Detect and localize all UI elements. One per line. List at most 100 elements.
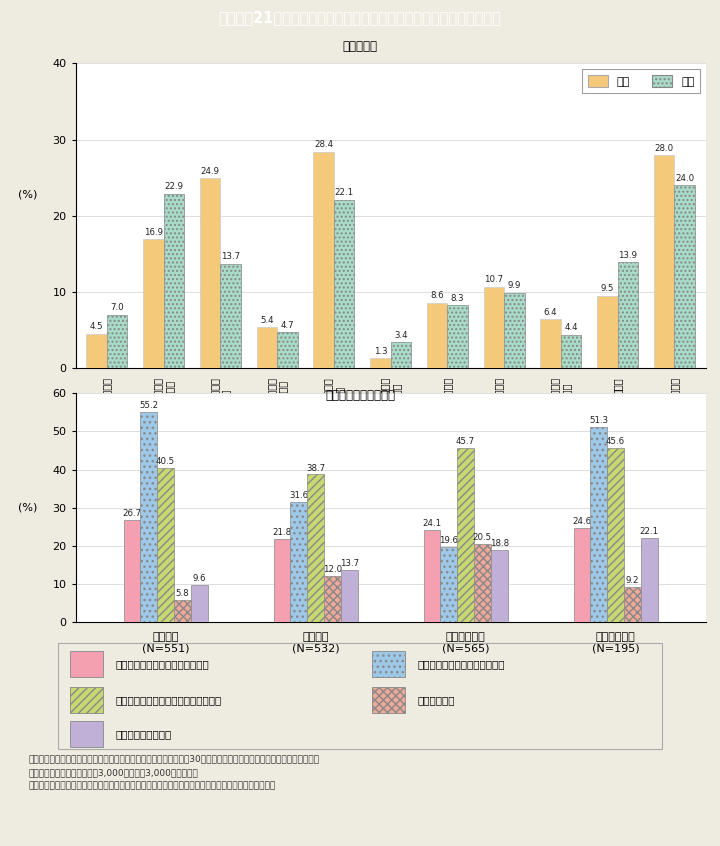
Bar [277,332,297,368]
Text: 40.5: 40.5 [156,457,175,465]
Bar [370,358,390,368]
Text: 4.5: 4.5 [90,322,104,332]
Text: 45.6: 45.6 [606,437,625,447]
Bar [163,194,184,368]
Text: 自分のやりたいことを勉強できること: 自分のやりたいことを勉強できること [115,695,221,705]
Text: 5.8: 5.8 [176,589,189,598]
Text: 就職のための資格が取れること: 就職のための資格が取れること [418,659,505,669]
Text: (%): (%) [18,190,37,200]
Text: 22.1: 22.1 [335,189,354,197]
Text: 16.9: 16.9 [144,228,163,237]
Bar [484,287,504,368]
Text: 22.9: 22.9 [164,183,184,191]
Text: ２．男女別は、女性3,000人、男性3,000人が回答。: ２．男女別は、女性3,000人、男性3,000人が回答。 [29,768,199,777]
Text: 28.0: 28.0 [654,144,674,152]
Text: 55.2: 55.2 [139,401,158,409]
Bar [618,262,638,368]
Bar [70,721,103,747]
Bar [504,293,525,368]
Bar [423,530,441,622]
Bar [675,185,695,368]
Text: 5.4: 5.4 [260,316,274,325]
Bar [334,200,354,368]
Bar [256,327,277,368]
Bar [441,547,457,622]
Text: 21.8: 21.8 [272,528,292,537]
Bar [220,264,240,368]
Bar [590,426,607,622]
Bar [641,538,657,622]
Bar [324,576,341,622]
Text: 31.6: 31.6 [289,491,308,500]
Text: 8.3: 8.3 [451,294,464,303]
Bar [107,315,127,368]
Text: 保護者の経済的負担: 保護者の経済的負担 [115,729,171,739]
Text: ＜女性・最終学歴別＞: ＜女性・最終学歴別＞ [325,389,395,402]
Bar [191,585,207,622]
Text: 28.4: 28.4 [314,140,333,150]
Text: 45.7: 45.7 [456,437,475,446]
Bar [457,448,474,622]
Bar [313,151,334,368]
Text: 24.6: 24.6 [572,517,592,526]
Bar [597,296,618,368]
Bar [200,179,220,368]
Bar [341,569,358,622]
Text: 51.3: 51.3 [589,415,608,425]
Bar [174,600,191,622]
Bar [447,305,468,368]
Bar [427,303,447,368]
Bar [372,651,405,677]
Legend: 女性, 男性: 女性, 男性 [582,69,700,93]
Text: 19.6: 19.6 [439,536,459,546]
Text: （備考）１．「多様な選択を可能にする学びに関する調査」（平成30年度内閣府委託調査・株式会社創建）より作成。: （備考）１．「多様な選択を可能にする学びに関する調査」（平成30年度内閣府委託調… [29,755,320,764]
Bar [624,587,641,622]
Text: Ｉ－特－21図　大学・短期大学・専門学校への進学時に重視したこと: Ｉ－特－21図 大学・短期大学・専門学校への進学時に重視したこと [219,10,501,25]
Text: 20.5: 20.5 [473,533,492,542]
Bar [124,520,140,622]
Text: 4.7: 4.7 [281,321,294,330]
Bar [607,448,624,622]
Text: 10.7: 10.7 [485,275,503,284]
Bar [274,539,290,622]
Text: 13.9: 13.9 [618,251,637,260]
Text: 8.6: 8.6 [431,291,444,300]
Bar [86,334,107,368]
Text: 1.3: 1.3 [374,347,387,356]
Text: 進学または就職に有利であること: 進学または就職に有利であること [115,659,209,669]
Text: 18.8: 18.8 [490,540,509,548]
Bar [307,475,324,622]
Text: 3.4: 3.4 [394,331,408,340]
Bar [143,239,163,368]
Text: 9.6: 9.6 [192,574,206,584]
Text: 24.1: 24.1 [423,519,441,528]
Bar [372,687,405,712]
Bar [70,687,103,712]
Bar [140,412,157,622]
Bar [491,550,508,622]
Text: 4.4: 4.4 [564,323,578,332]
Text: 9.5: 9.5 [600,284,614,294]
Bar [390,342,411,368]
Text: 6.4: 6.4 [544,308,557,317]
Text: 9.9: 9.9 [508,282,521,290]
Text: 13.7: 13.7 [340,558,359,568]
Text: 38.7: 38.7 [306,464,325,473]
Text: 学校の雰囲気: 学校の雰囲気 [418,695,455,705]
Bar [290,502,307,622]
Bar [654,155,675,368]
Bar [70,651,103,677]
Text: 9.2: 9.2 [626,576,639,585]
Text: 22.1: 22.1 [639,527,659,536]
Bar [574,528,590,622]
Text: ＜男女別＞: ＜男女別＞ [343,40,377,52]
Bar [541,319,561,368]
Text: 12.0: 12.0 [323,565,342,574]
Text: 13.7: 13.7 [221,252,240,261]
Bar [157,468,174,622]
Bar [561,334,581,368]
Text: 7.0: 7.0 [110,304,124,312]
Text: 24.0: 24.0 [675,174,694,183]
Text: 24.9: 24.9 [201,168,220,176]
Bar [474,544,491,622]
